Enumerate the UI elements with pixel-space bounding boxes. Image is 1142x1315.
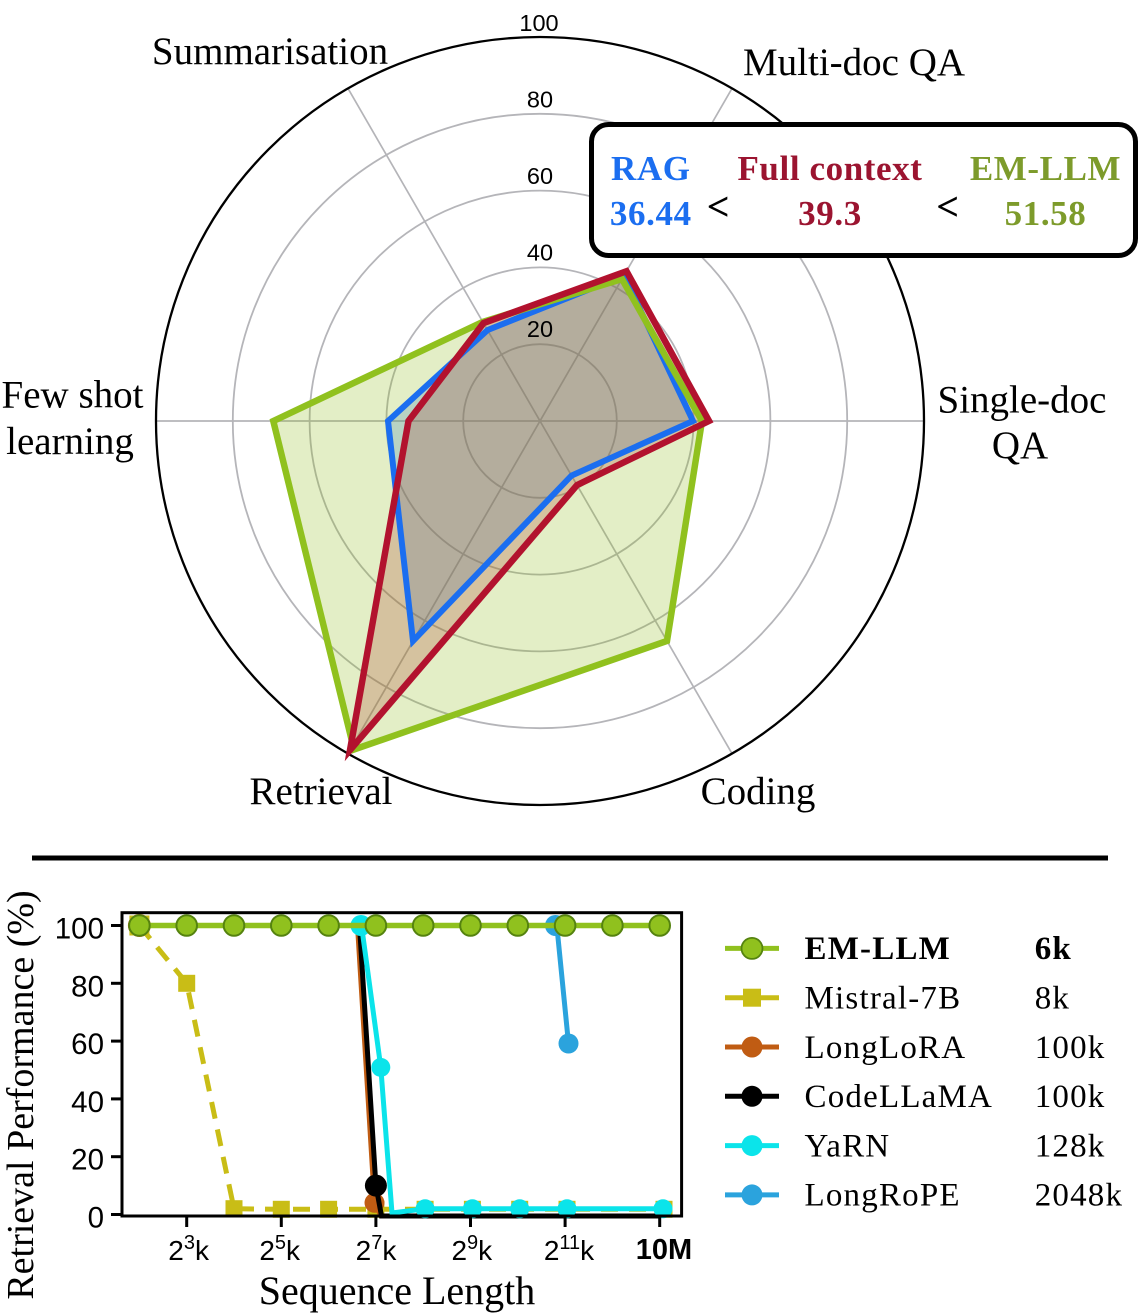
svg-text:CodeLLaMA: CodeLLaMA [805,1079,994,1115]
svg-text:29k: 29k [451,1232,493,1266]
svg-text:Few shot: Few shot [2,374,144,417]
svg-text:Coding: Coding [701,770,816,813]
svg-text:36.44: 36.44 [610,194,692,233]
svg-text:RAG: RAG [611,149,691,188]
svg-text:<: < [936,184,959,229]
svg-text:100k: 100k [1035,1079,1106,1115]
svg-text:60: 60 [527,163,553,189]
svg-text:Mistral-7B: Mistral-7B [805,981,962,1017]
svg-text:40: 40 [527,240,553,266]
svg-text:39.3: 39.3 [798,194,862,233]
svg-text:20: 20 [71,1144,104,1177]
svg-text:100: 100 [55,913,104,946]
svg-text:2048k: 2048k [1035,1178,1124,1214]
svg-text:EM-LLM: EM-LLM [970,149,1121,188]
svg-text:Single-doc: Single-doc [938,379,1107,422]
svg-text:27k: 27k [356,1232,398,1266]
svg-text:25k: 25k [259,1232,301,1266]
svg-text:40: 40 [71,1086,104,1119]
svg-text:<: < [707,184,730,229]
svg-text:80: 80 [71,970,104,1003]
svg-text:Retrieval Performance (%): Retrieval Performance (%) [0,890,42,1299]
svg-text:211k: 211k [544,1232,595,1266]
svg-text:YaRN: YaRN [805,1128,891,1164]
svg-text:QA: QA [992,424,1048,467]
svg-text:0: 0 [88,1202,104,1235]
svg-text:Retrieval: Retrieval [250,770,393,813]
svg-text:23k: 23k [168,1232,210,1266]
svg-text:learning: learning [6,420,134,463]
svg-text:80: 80 [527,87,553,113]
svg-text:6k: 6k [1035,931,1072,967]
svg-text:8k: 8k [1035,981,1070,1017]
svg-text:Sequence Length: Sequence Length [259,1268,536,1313]
svg-text:60: 60 [71,1028,104,1061]
svg-text:LongRoPE: LongRoPE [805,1178,961,1214]
svg-text:LongLoRA: LongLoRA [805,1030,967,1066]
svg-text:51.58: 51.58 [1005,194,1087,233]
svg-text:10M: 10M [636,1234,692,1266]
svg-text:Full context: Full context [737,149,922,188]
svg-text:100: 100 [519,10,558,36]
svg-text:Multi-doc QA: Multi-doc QA [743,41,965,84]
svg-text:EM-LLM: EM-LLM [805,931,952,967]
svg-text:100k: 100k [1035,1030,1106,1066]
svg-text:128k: 128k [1035,1128,1106,1164]
svg-text:Summarisation: Summarisation [152,30,388,73]
svg-text:20: 20 [527,316,553,342]
